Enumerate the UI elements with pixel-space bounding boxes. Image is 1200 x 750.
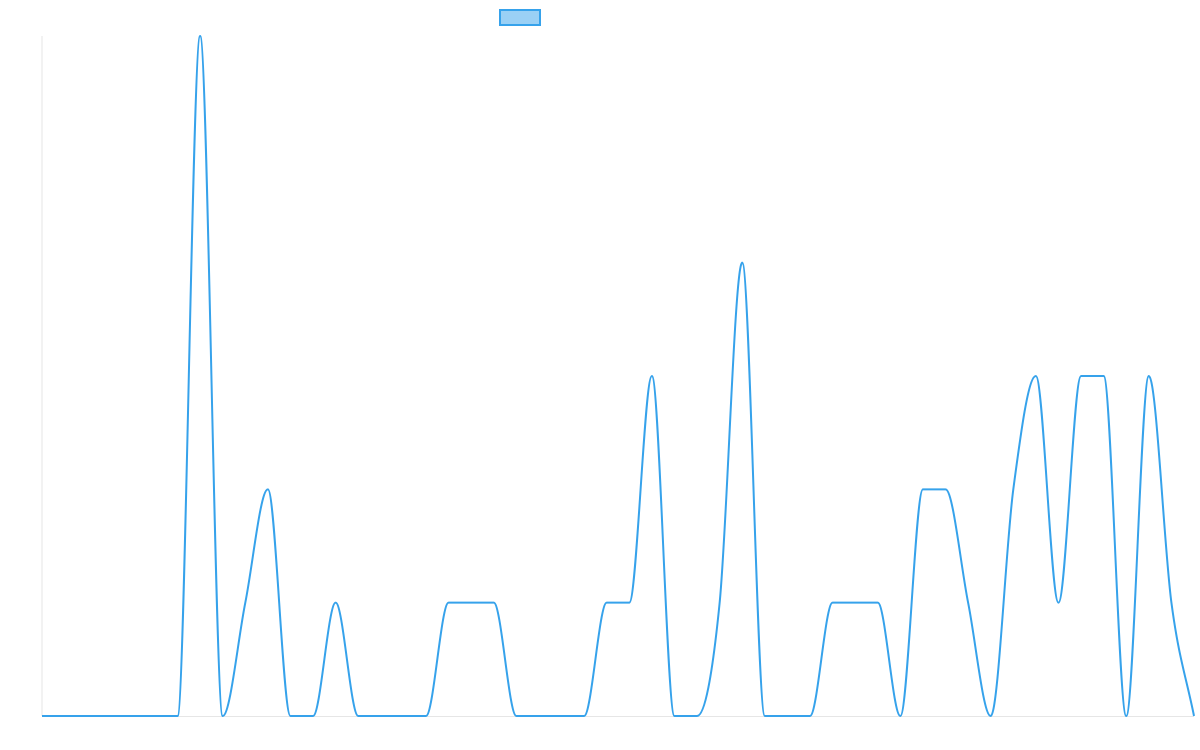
legend-swatch xyxy=(499,9,541,26)
line-series xyxy=(42,34,1195,718)
